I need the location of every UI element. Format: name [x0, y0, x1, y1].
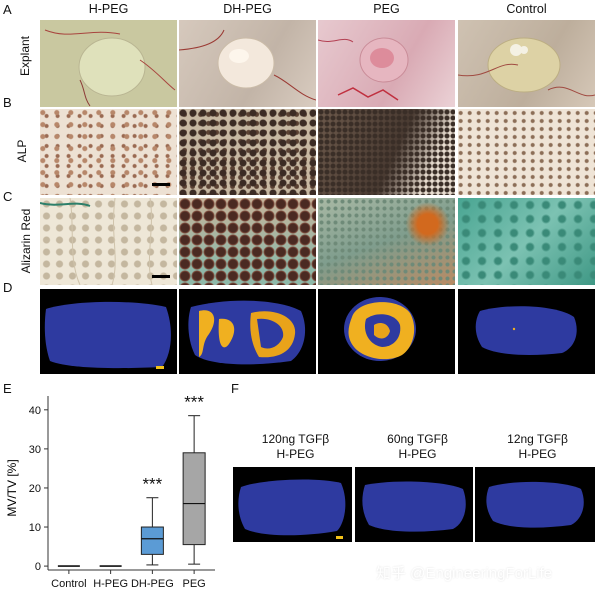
significance-marker: *** — [142, 475, 162, 494]
alizarin-h-peg-fibres — [40, 198, 153, 285]
significance-marker: *** — [184, 393, 204, 412]
explant-photo-h-peg — [40, 20, 177, 107]
column-header-peg: PEG — [373, 2, 400, 16]
microct-render-peg — [318, 289, 455, 374]
microct-control-shape — [475, 306, 577, 355]
column-header-h-peg: H-PEG — [88, 2, 129, 16]
microct-render-12ng — [475, 467, 595, 542]
alp-histology-dh-peg — [179, 109, 316, 195]
microct-render-control — [458, 289, 595, 374]
panel-label-c: C — [3, 189, 13, 204]
alp-histology-h-peg — [40, 109, 177, 195]
alp-histology-control — [458, 109, 595, 195]
alizarin-histology-dh-peg — [179, 198, 316, 285]
microct-render-h-peg — [40, 289, 177, 374]
explant-photo-control — [458, 20, 595, 107]
x-tick-label: PEG — [183, 578, 206, 590]
box-body-peg — [182, 452, 206, 546]
microct-render-dh-peg — [179, 289, 316, 374]
explant-control-vessels — [458, 37, 595, 97]
panel-f-caption-60ng-line2: H-PEG — [398, 447, 437, 461]
panel-label-d: D — [3, 280, 13, 295]
column-header-dh-peg: DH-PEG — [223, 2, 272, 16]
alizarin-histology-control — [458, 198, 595, 285]
panel-label-e: E — [3, 381, 12, 396]
scale-bar-panel-f — [336, 536, 343, 539]
panel-f-caption-60ng-line1: 60ng TGFβ — [387, 432, 448, 446]
scale-bar-microct — [156, 366, 164, 369]
microct-12ng-shape — [486, 481, 584, 528]
y-tick-label: 20 — [29, 483, 41, 495]
panel-label-f: F — [231, 381, 239, 396]
scale-bar-alizarin — [152, 275, 170, 278]
y-tick-label: 40 — [29, 405, 41, 417]
panel-label-a: A — [3, 2, 12, 17]
microct-h-peg-shape — [44, 301, 171, 369]
row-label-alp: ALP — [15, 139, 29, 163]
y-tick-label: 10 — [29, 522, 41, 534]
panel-f-caption-60ng: 60ng TGFβ H-PEG — [355, 432, 480, 462]
x-tick-label: H-PEG — [93, 578, 128, 590]
box-body-dh-peg — [140, 526, 164, 555]
panel-label-b: B — [3, 95, 12, 110]
microct-dh-peg-shape — [188, 300, 306, 365]
y-tick-label: 0 — [35, 561, 41, 573]
alizarin-histology-h-peg — [40, 198, 177, 285]
x-tick-label: DH-PEG — [131, 578, 174, 590]
box-plot-mv-tv: MV/TV [%] 0 10 20 30 40 Control H-PEG DH-PEG ***… — [5, 393, 215, 590]
panel-f-caption-120ng-line2: H-PEG — [276, 447, 315, 461]
panel-f-caption-12ng-line1: 12ng TGFβ — [507, 432, 568, 446]
explant-dh-peg-vessels — [179, 29, 316, 101]
panel-f-caption-120ng-line1: 120ng TGFβ — [261, 432, 330, 446]
explant-photo-peg — [318, 20, 455, 107]
watermark: 知乎 @EngineeringForLife — [376, 565, 553, 582]
microct-60ng-shape — [362, 481, 466, 532]
microct-120ng-shape — [238, 479, 346, 536]
microct-peg-shape — [344, 297, 416, 361]
panel-f-caption-120ng: 120ng TGFβ H-PEG — [233, 432, 358, 462]
alp-histology-peg — [318, 109, 455, 195]
row-label-explant: Explant — [18, 35, 32, 77]
microct-render-60ng — [355, 467, 473, 542]
panel-f-caption-12ng: 12ng TGFβ H-PEG — [475, 432, 600, 462]
explant-photo-dh-peg — [179, 20, 316, 107]
explant-peg-vessels — [318, 37, 409, 101]
column-header-control: Control — [506, 2, 547, 16]
y-tick-label: 30 — [29, 444, 41, 456]
x-tick-label: Control — [51, 578, 86, 590]
scale-bar-alp — [152, 183, 170, 186]
microct-render-120ng — [233, 467, 352, 542]
panel-f-caption-12ng-line2: H-PEG — [518, 447, 557, 461]
y-axis-label: MV/TV [%] — [5, 459, 19, 516]
explant-h-peg-vessels — [44, 29, 176, 107]
row-label-alizarin-red: Alizarin Red — [19, 208, 33, 274]
alizarin-histology-peg — [318, 198, 455, 285]
